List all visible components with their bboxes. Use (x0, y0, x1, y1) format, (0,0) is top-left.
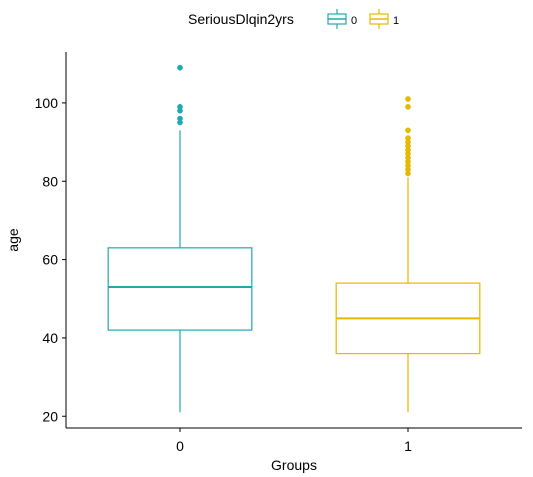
y-tick-label-20: 20 (42, 408, 58, 424)
x-tick-label-1: 1 (404, 438, 412, 454)
outlier-1-12 (405, 96, 411, 102)
plot-area (107, 64, 481, 413)
outlier-1-11 (405, 103, 411, 110)
outlier-0-3 (177, 103, 183, 110)
legend-key-0 (327, 9, 347, 29)
legend-label-0: 0 (351, 15, 357, 27)
y-tick-label-80: 80 (42, 173, 58, 189)
box-series-0 (107, 64, 253, 413)
x-axis-label: Groups (271, 457, 317, 473)
outlier-0-4 (177, 64, 183, 71)
legend-label-1: 1 (393, 15, 399, 27)
axes: 20 40 60 80 100 0 1 (35, 52, 522, 454)
legend: SeriousDlqin2yrs 0 1 (188, 9, 399, 29)
legend-key-1 (369, 9, 389, 29)
outlier-1-9 (405, 135, 411, 142)
outlier-1-10 (405, 127, 411, 134)
box-0 (107, 247, 253, 331)
y-tick-label-100: 100 (35, 95, 59, 111)
legend-title: SeriousDlqin2yrs (188, 11, 294, 27)
outlier-0-1 (177, 115, 183, 122)
y-tick-label-60: 60 (42, 252, 58, 268)
x-tick-label-0: 0 (176, 438, 184, 454)
box-series-1 (335, 96, 481, 413)
y-axis-label: age (5, 228, 21, 252)
y-tick-label-40: 40 (42, 330, 58, 346)
